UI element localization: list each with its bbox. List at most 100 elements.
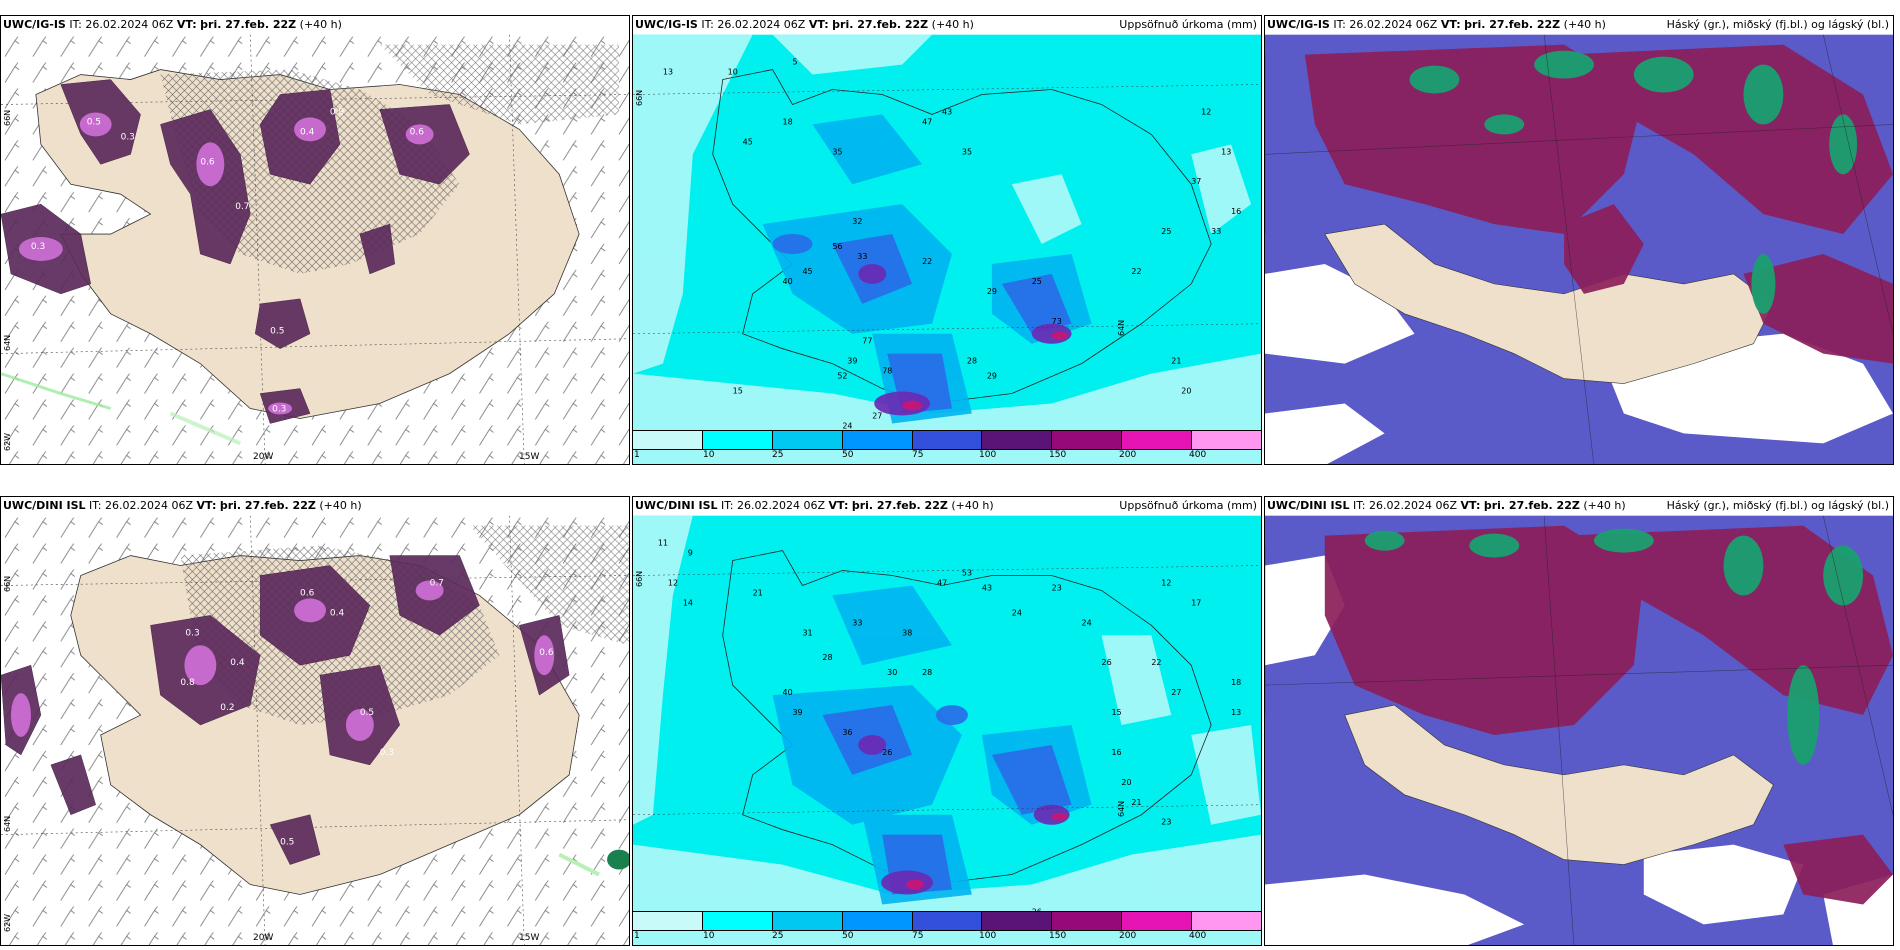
svg-text:0.3: 0.3 xyxy=(272,404,286,414)
svg-text:40: 40 xyxy=(783,688,793,697)
svg-text:20: 20 xyxy=(1181,387,1191,396)
svg-text:53: 53 xyxy=(962,568,972,577)
panel-title: UWC/DINI ISL IT: 26.02.2024 06Z VT: þri.… xyxy=(1265,497,1893,515)
svg-text:10: 10 xyxy=(728,68,738,77)
lat-label: 62W xyxy=(3,913,12,932)
svg-text:29: 29 xyxy=(987,287,997,296)
svg-text:43: 43 xyxy=(942,107,952,116)
svg-text:78: 78 xyxy=(882,367,892,376)
iceland-coast xyxy=(722,550,1212,885)
svg-text:47: 47 xyxy=(937,578,947,587)
lat-label: 66N xyxy=(635,89,644,106)
lat-label: 64N xyxy=(3,334,12,351)
svg-text:0.7: 0.7 xyxy=(430,578,444,588)
svg-text:17: 17 xyxy=(1191,598,1201,607)
svg-text:13: 13 xyxy=(663,68,673,77)
cloud-map xyxy=(1265,34,1893,464)
panel-sleet-bottom: UWC/DINI ISL IT: 26.02.2024 06Z VT: þri.… xyxy=(0,496,630,946)
panel-title: UWC/IG-IS IT: 26.02.2024 06Z VT: þri. 27… xyxy=(1265,16,1893,34)
svg-text:36: 36 xyxy=(842,728,852,737)
lat-label: 66N xyxy=(635,570,644,587)
svg-text:45: 45 xyxy=(802,267,812,276)
svg-text:9: 9 xyxy=(688,549,693,558)
svg-text:13: 13 xyxy=(1221,147,1231,156)
svg-text:37: 37 xyxy=(1191,177,1201,186)
svg-text:35: 35 xyxy=(962,147,972,156)
lon-label: 20W xyxy=(253,452,274,462)
svg-text:16: 16 xyxy=(1231,207,1241,216)
svg-text:24: 24 xyxy=(842,421,852,430)
svg-text:0.4: 0.4 xyxy=(300,127,315,137)
svg-text:22: 22 xyxy=(922,257,932,266)
svg-text:14: 14 xyxy=(683,598,693,607)
svg-text:39: 39 xyxy=(792,708,802,717)
svg-text:0.2: 0.2 xyxy=(220,703,234,713)
svg-text:0.6: 0.6 xyxy=(200,157,215,167)
lon-label: 15W xyxy=(519,452,540,462)
precip-legend: 1 10 25 50 75 100 150 200 400 xyxy=(633,428,1261,464)
svg-text:30: 30 xyxy=(887,668,897,677)
svg-text:23: 23 xyxy=(1161,818,1171,827)
svg-text:28: 28 xyxy=(967,357,977,366)
svg-text:0.6: 0.6 xyxy=(410,127,425,137)
panel-sleet-top: UWC/IG-IS IT: 26.02.2024 06Z VT: þri. 27… xyxy=(0,15,630,465)
svg-text:0.9: 0.9 xyxy=(330,107,345,117)
iceland-coast xyxy=(712,69,1212,404)
svg-text:16: 16 xyxy=(1111,748,1121,757)
svg-text:13: 13 xyxy=(1231,708,1241,717)
lon-label: 20W xyxy=(253,933,274,943)
precip-map: 11 9 12 14 21 31 28 33 38 47 53 43 24 30 28 23 24 26… xyxy=(633,515,1261,945)
svg-text:24: 24 xyxy=(1082,618,1092,627)
svg-text:21: 21 xyxy=(1171,357,1181,366)
svg-text:35: 35 xyxy=(832,147,842,156)
svg-text:77: 77 xyxy=(862,337,872,346)
panel-precip-bottom: UWC/DINI ISL IT: 26.02.2024 06Z VT: þri.… xyxy=(632,496,1262,946)
svg-text:25: 25 xyxy=(1032,277,1042,286)
svg-text:32: 32 xyxy=(852,217,862,226)
svg-text:39: 39 xyxy=(847,357,857,366)
svg-text:0.6: 0.6 xyxy=(300,588,315,598)
svg-text:0.5: 0.5 xyxy=(270,327,284,337)
svg-text:27: 27 xyxy=(872,411,882,420)
svg-text:31: 31 xyxy=(802,628,812,637)
svg-text:0.4: 0.4 xyxy=(330,608,345,618)
precip-map: 13 10 5 18 45 35 56 33 45 40 73 29 25 28 78 77 3952… xyxy=(633,34,1261,464)
panel-title: UWC/DINI ISL IT: 26.02.2024 06Z VT: þri.… xyxy=(1,497,629,515)
precip-legend: 1 10 25 50 75 100 150 200 400 xyxy=(633,909,1261,945)
svg-text:45: 45 xyxy=(743,137,753,146)
lat-label: 64N xyxy=(1116,319,1126,336)
svg-text:12: 12 xyxy=(1201,107,1211,116)
svg-text:18: 18 xyxy=(783,117,793,126)
sleet-map: 0.5 0.3 0.6 0.7 0.4 0.9 0.6 0.3 0.5 0.3 xyxy=(1,34,629,464)
svg-text:29: 29 xyxy=(987,372,997,381)
svg-text:0.3: 0.3 xyxy=(121,132,135,142)
svg-text:0.3: 0.3 xyxy=(31,242,45,252)
lat-label: 66N xyxy=(3,109,12,126)
svg-text:28: 28 xyxy=(822,653,832,662)
svg-text:38: 38 xyxy=(902,628,912,637)
svg-text:5: 5 xyxy=(792,58,797,67)
svg-text:26: 26 xyxy=(882,748,892,757)
svg-text:26: 26 xyxy=(1102,658,1112,667)
lat-label: 64N xyxy=(3,815,12,832)
panel-title: UWC/IG-IS IT: 26.02.2024 06Z VT: þri. 27… xyxy=(633,16,1261,34)
svg-text:11: 11 xyxy=(658,539,668,548)
lon-label: 15W xyxy=(519,933,540,943)
svg-text:0.5: 0.5 xyxy=(280,838,294,848)
svg-text:24: 24 xyxy=(1012,608,1022,617)
sleet-label: 0.5 xyxy=(87,117,101,127)
svg-text:73: 73 xyxy=(1052,317,1062,326)
svg-text:22: 22 xyxy=(1131,267,1141,276)
lat-label: 66N xyxy=(3,575,12,592)
svg-text:0.3: 0.3 xyxy=(380,748,394,758)
sleet-map: 0.3 0.4 0.8 0.6 0.2 0.5 0.7 0.3 0.4 0.6 0.5 xyxy=(1,515,629,945)
svg-text:0.5: 0.5 xyxy=(360,708,374,718)
svg-text:15: 15 xyxy=(1111,708,1121,717)
svg-text:52: 52 xyxy=(837,372,847,381)
svg-text:21: 21 xyxy=(753,588,763,597)
cloud-map xyxy=(1265,515,1893,945)
svg-text:40: 40 xyxy=(783,277,793,286)
svg-text:33: 33 xyxy=(852,618,862,627)
svg-text:56: 56 xyxy=(832,242,842,251)
iceland-land xyxy=(1344,704,1774,865)
